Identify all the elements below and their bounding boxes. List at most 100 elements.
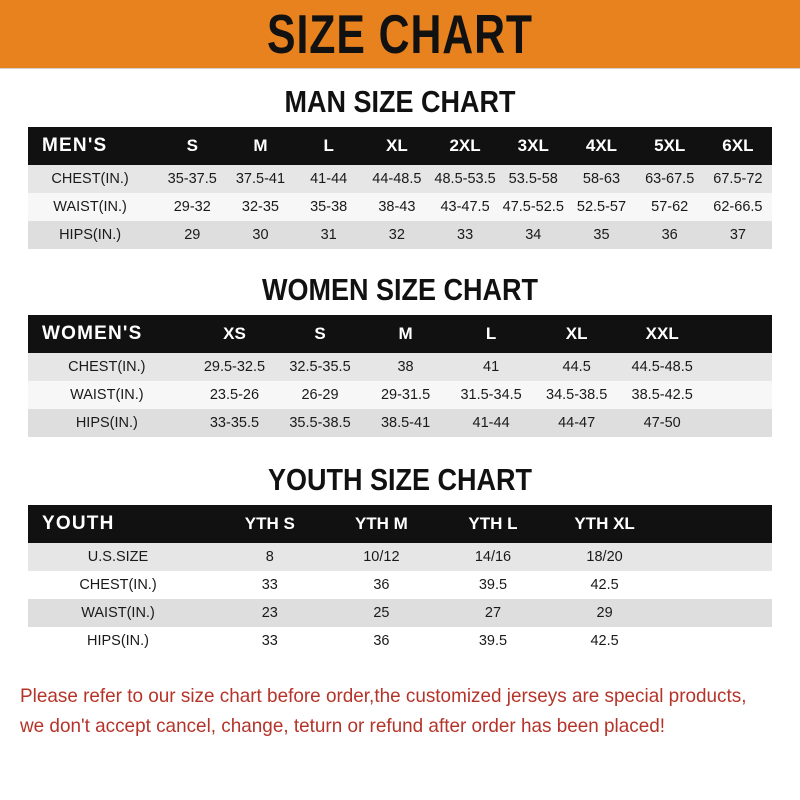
cell-value: 39.5	[437, 627, 549, 655]
cell-value: 33-35.5	[191, 409, 278, 437]
table-row: WAIST(IN.) 23.5-26 26-29 29-31.5 31.5-34.5 34…	[28, 381, 772, 409]
cell-value: 18/20	[548, 543, 661, 571]
cell-value: 36	[325, 571, 438, 599]
cell-value: 38-43	[362, 193, 431, 221]
cell-spacer	[704, 353, 772, 381]
cell-value: 34.5-38.5	[533, 381, 620, 409]
cell-value: 25	[325, 599, 438, 627]
column-header-s: S	[158, 127, 227, 165]
column-header-yth-s: YTH S	[214, 505, 326, 543]
disclaimer-line-1: Please refer to our size chart before or…	[20, 685, 747, 707]
column-header-3xl: 3XL	[499, 127, 568, 165]
cell-value: 35	[567, 221, 636, 249]
cell-spacer	[660, 627, 772, 655]
women-header-label: WOMEN'S	[28, 315, 192, 353]
column-header-yth-l: YTH L	[437, 505, 549, 543]
youth-header-label: YOUTH	[28, 505, 214, 543]
column-header-s: S	[277, 315, 363, 353]
disclaimer-line-2: we don't accept cancel, change, teturn o…	[20, 715, 666, 737]
cell-value: 41-44	[294, 165, 363, 193]
cell-value: 41-44	[448, 409, 534, 437]
cell-value: 34	[499, 221, 568, 249]
page-title: SIZE CHART	[267, 3, 533, 65]
cell-value: 29-32	[158, 193, 227, 221]
cell-value: 31	[294, 221, 363, 249]
cell-value: 29	[548, 599, 661, 627]
cell-value: 44.5-48.5	[619, 353, 705, 381]
cell-value: 29	[158, 221, 227, 249]
cell-value: 39.5	[437, 571, 549, 599]
cell-value: 33	[430, 221, 500, 249]
man-header-label: MEN'S	[28, 127, 159, 165]
row-label-chest-in-: CHEST(IN.)	[28, 353, 192, 381]
table-row: CHEST(IN.) 33 36 39.5 42.5	[28, 571, 772, 599]
page-banner: SIZE CHART	[0, 0, 800, 69]
column-header-l: L	[448, 315, 534, 353]
table-row: HIPS(IN.) 33-35.5 35.5-38.5 38.5-41 41-44 44-…	[28, 409, 772, 437]
cell-value: 38.5-42.5	[619, 381, 705, 409]
youth-size-table: YOUTH YTH S YTH M YTH L YTH XL U.S.SIZE 8 10/1…	[28, 505, 772, 655]
row-label-hips-in-: HIPS(IN.)	[28, 627, 214, 655]
cell-value: 10/12	[325, 543, 438, 571]
women-size-table-wrapper: WOMEN'S XS S M L XL XXL CHEST(IN.) 29.5-32.5 32.…	[28, 315, 772, 437]
cell-spacer	[660, 599, 772, 627]
section-title-women: WOMEN SIZE CHART	[262, 273, 538, 307]
cell-value: 47-50	[619, 409, 705, 437]
cell-spacer	[704, 409, 772, 437]
cell-value: 44-47	[533, 409, 620, 437]
header-spacer	[660, 505, 772, 543]
cell-value: 14/16	[437, 543, 549, 571]
cell-value: 30	[226, 221, 295, 249]
row-label-waist-in-: WAIST(IN.)	[28, 193, 159, 221]
cell-value: 37	[703, 221, 772, 249]
column-header-4xl: 4XL	[567, 127, 636, 165]
cell-value: 23.5-26	[191, 381, 278, 409]
cell-value: 32	[362, 221, 431, 249]
table-header-row: WOMEN'S XS S M L XL XXL	[28, 315, 772, 353]
man-size-table-wrapper: MEN'S S M L XL 2XL 3XL 4XL 5XL 6XL CHEST(IN.) 35-3…	[28, 127, 772, 249]
cell-value: 23	[214, 599, 326, 627]
column-header-yth-xl: YTH XL	[548, 505, 661, 543]
cell-value: 29-31.5	[362, 381, 449, 409]
column-header-xs: XS	[191, 315, 278, 353]
cell-value: 58-63	[567, 165, 636, 193]
column-header-6xl: 6XL	[703, 127, 772, 165]
cell-spacer	[660, 571, 772, 599]
table-row: CHEST(IN.) 35-37.5 37.5-41 41-44 44-48.5 48.5…	[28, 165, 772, 193]
cell-value: 67.5-72	[703, 165, 772, 193]
cell-value: 57-62	[635, 193, 704, 221]
cell-value: 38.5-41	[362, 409, 449, 437]
cell-spacer	[660, 543, 772, 571]
column-header-m: M	[226, 127, 295, 165]
column-header-yth-m: YTH M	[325, 505, 438, 543]
cell-value: 52.5-57	[567, 193, 636, 221]
cell-value: 35.5-38.5	[277, 409, 363, 437]
cell-value: 44.5	[533, 353, 620, 381]
cell-value: 8	[214, 543, 326, 571]
cell-value: 33	[214, 627, 326, 655]
cell-value: 42.5	[548, 571, 661, 599]
row-label-u-s-size: U.S.SIZE	[28, 543, 214, 571]
row-label-chest-in-: CHEST(IN.)	[28, 165, 159, 193]
column-header-xl: XL	[533, 315, 620, 353]
cell-value: 32-35	[226, 193, 295, 221]
section-title-youth: YOUTH SIZE CHART	[267, 463, 532, 497]
cell-value: 36	[325, 627, 438, 655]
cell-value: 33	[214, 571, 326, 599]
cell-value: 26-29	[277, 381, 363, 409]
row-label-waist-in-: WAIST(IN.)	[28, 599, 214, 627]
cell-value: 35-38	[294, 193, 363, 221]
order-disclaimer: Please refer to our size chart before or…	[20, 681, 757, 741]
row-label-hips-in-: HIPS(IN.)	[28, 409, 192, 437]
row-label-waist-in-: WAIST(IN.)	[28, 381, 192, 409]
column-header-2xl: 2XL	[430, 127, 500, 165]
cell-value: 32.5-35.5	[277, 353, 363, 381]
cell-value: 38	[362, 353, 449, 381]
column-header-m: M	[362, 315, 449, 353]
column-header-xxl: XXL	[619, 315, 705, 353]
youth-size-table-wrapper: YOUTH YTH S YTH M YTH L YTH XL U.S.SIZE 8 10/1…	[28, 505, 772, 655]
column-header-5xl: 5XL	[635, 127, 704, 165]
cell-value: 43-47.5	[430, 193, 500, 221]
cell-value: 35-37.5	[158, 165, 227, 193]
